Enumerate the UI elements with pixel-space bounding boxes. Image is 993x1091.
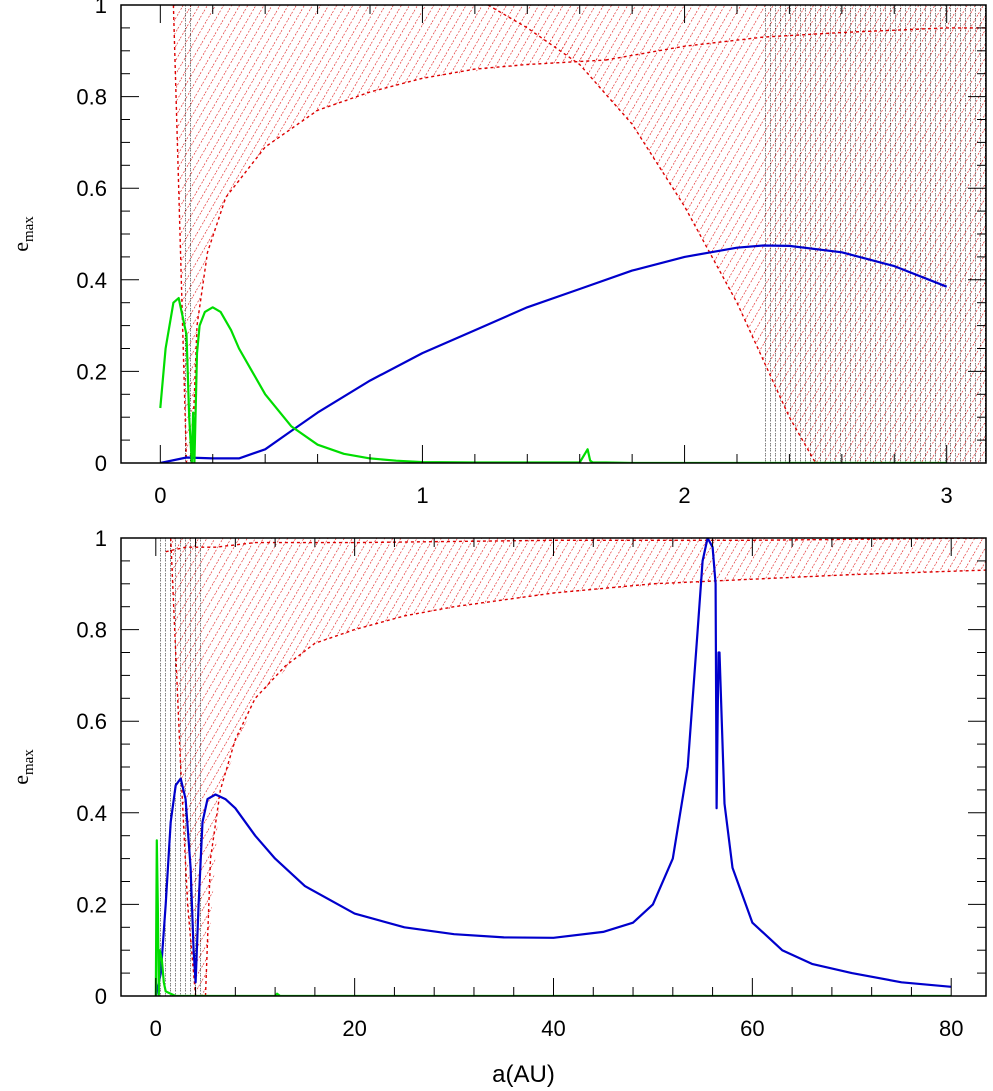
x-tick-label: 0 bbox=[150, 1016, 162, 1041]
bottom-panel: 0 20 40 60 80 0 0.2 0.4 0.6 0.8 1 emax a(AU) bbox=[8, 526, 987, 1088]
x-tick-label: 60 bbox=[740, 1016, 764, 1041]
plot-area bbox=[154, 538, 986, 996]
boundary-line-3 bbox=[605, 27, 986, 61]
y-tick-label: 0.4 bbox=[76, 268, 107, 293]
x-tick-label: 80 bbox=[939, 1016, 963, 1041]
boundary-line-2 bbox=[170, 538, 197, 996]
series-line-0 bbox=[160, 244, 948, 463]
boundary-line-0 bbox=[204, 569, 986, 996]
stability-region-0 bbox=[160, 538, 986, 996]
boundary-line-2 bbox=[172, 5, 188, 463]
y-tick-label: 1 bbox=[95, 0, 107, 18]
y-tick-label: 0 bbox=[95, 451, 107, 476]
boundary-line-1 bbox=[165, 538, 986, 553]
plot-area bbox=[159, 5, 986, 463]
y-tick-label: 0.2 bbox=[76, 892, 107, 917]
y-tick-label: 0.8 bbox=[76, 85, 107, 110]
y-tick-label: 0.2 bbox=[76, 359, 107, 384]
x-tick-label: 3 bbox=[941, 483, 953, 508]
y-tick-label: 0.8 bbox=[76, 618, 107, 643]
y-tick-label: 0.4 bbox=[76, 801, 107, 826]
series-line-0 bbox=[154, 538, 952, 996]
y-tick-label: 1 bbox=[95, 526, 107, 551]
boundary-line-1 bbox=[487, 5, 817, 463]
x-axis-label: a(AU) bbox=[492, 1061, 555, 1088]
x-tick-label: 40 bbox=[541, 1016, 565, 1041]
y-tick-label: 0 bbox=[95, 984, 107, 1009]
y-tick-label: 0.6 bbox=[76, 709, 107, 734]
y-axis-label: emax bbox=[8, 749, 37, 785]
stability-region-0 bbox=[160, 5, 606, 463]
y-axis-label: emax bbox=[8, 216, 37, 252]
series-line-1 bbox=[154, 839, 952, 996]
boundary-line-0 bbox=[191, 59, 606, 463]
top-panel: 0 1 2 3 0 0.2 0.4 0.6 0.8 1 emax bbox=[8, 0, 987, 508]
x-tick-label: 0 bbox=[154, 483, 166, 508]
stability-region-3 bbox=[763, 5, 986, 463]
y-tick-label: 0.6 bbox=[76, 176, 107, 201]
x-tick-label: 1 bbox=[416, 483, 428, 508]
series-line-1 bbox=[159, 297, 947, 463]
x-tick-label: 2 bbox=[678, 483, 690, 508]
x-tick-label: 20 bbox=[342, 1016, 366, 1041]
